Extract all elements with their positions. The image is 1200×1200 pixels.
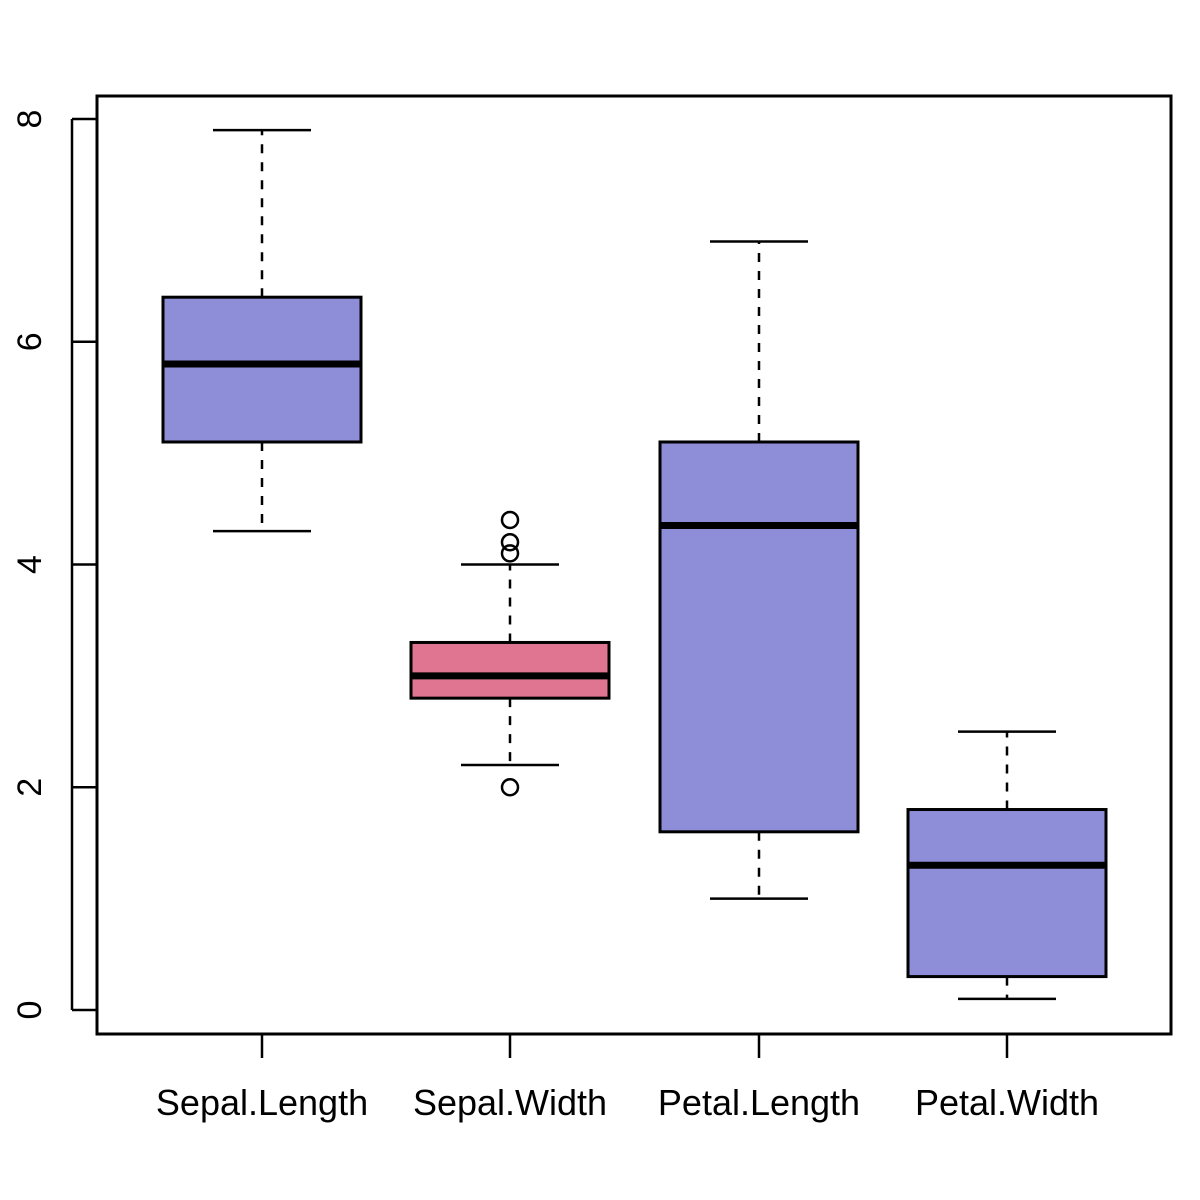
iqr-box bbox=[409, 640, 611, 700]
outlier-point bbox=[500, 510, 520, 530]
outlier-point bbox=[500, 544, 520, 563]
outlier-point bbox=[500, 532, 520, 552]
box-sepal-width bbox=[409, 510, 611, 797]
iqr-box bbox=[161, 295, 363, 444]
y-tick-label: 8 bbox=[11, 110, 49, 129]
outlier-point bbox=[500, 778, 520, 797]
box-petal-length bbox=[658, 240, 860, 900]
y-tick-label: 6 bbox=[11, 332, 49, 351]
x-tick-label: Petal.Width bbox=[915, 1082, 1099, 1123]
x-tick-label: Sepal.Length bbox=[156, 1082, 368, 1123]
iqr-box bbox=[658, 440, 860, 834]
box-sepal-length bbox=[161, 128, 363, 533]
x-tick-label: Petal.Length bbox=[658, 1082, 860, 1123]
y-tick-label: 4 bbox=[11, 555, 49, 574]
box-petal-width bbox=[906, 730, 1108, 1001]
y-axis: 0 2 4 6 8 bbox=[11, 110, 97, 1020]
y-tick-label: 2 bbox=[11, 778, 49, 797]
boxes bbox=[161, 128, 1108, 1001]
iqr-box bbox=[906, 808, 1108, 979]
x-tick-label: Sepal.Width bbox=[413, 1082, 607, 1123]
y-tick-label: 0 bbox=[11, 1001, 49, 1020]
x-axis: Sepal.Length Sepal.Width Petal.Length Petal… bbox=[156, 1034, 1099, 1123]
